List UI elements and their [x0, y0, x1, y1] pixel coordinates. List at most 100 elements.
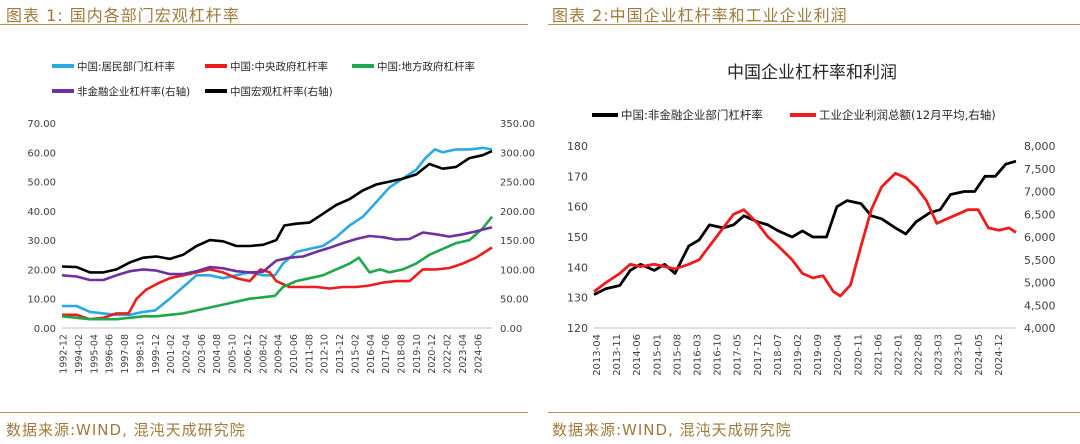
left-x-tick: 2023-04: [458, 334, 469, 374]
left-source-note: 数据来源:WIND, 混沌天成研究院: [6, 421, 246, 439]
right-x-tick: 2022-01: [893, 334, 904, 376]
right-x-tick: 2016-03: [693, 334, 704, 376]
left-x-tick: 2001-02: [166, 334, 177, 374]
right-source-note: 数据来源:WIND, 混沌天成研究院: [552, 421, 792, 439]
right-y-left-tick: 140: [567, 261, 588, 274]
left-series-line-0: [62, 146, 493, 317]
right-x-tick: 2019-02: [793, 334, 804, 376]
right-source-rule: [548, 412, 1080, 413]
right-x-tick: 2013-04: [592, 334, 603, 376]
left-series-line-4: [61, 149, 493, 274]
left-y-right-tick: 200.00: [500, 207, 535, 218]
right-y-right-tick: 4,500: [1024, 299, 1056, 312]
left-title-rule: [0, 24, 528, 25]
right-y-right-tick: 6,500: [1024, 208, 1056, 221]
right-series-line-1: [593, 171, 1017, 298]
left-legend-label: 中国:居民部门杠杆率: [77, 60, 175, 73]
right-y-right-tick: 7,000: [1024, 186, 1056, 199]
left-series-line-1: [62, 246, 493, 321]
left-x-tick: 2003-06: [197, 334, 208, 374]
right-y-right-tick: 6,000: [1024, 231, 1056, 244]
left-x-tick: 2004-08: [212, 334, 223, 374]
right-x-tick: 2023-10: [954, 334, 965, 376]
left-y-right-tick: 0.00: [500, 324, 522, 335]
right-x-tick: 2020-11: [853, 334, 864, 376]
left-y-left-tick: 10.00: [27, 295, 56, 306]
left-x-tick: 2009-04: [274, 334, 285, 374]
right-y-left-tick: 130: [567, 292, 588, 305]
right-y-left-tick: 170: [567, 170, 588, 183]
left-source-rule: [0, 412, 528, 413]
right-chart: 120 130 140 150 160 170 180 4,000 4,500 5,000 5,50…: [567, 63, 1056, 376]
left-y-left-tick: 40.00: [27, 207, 56, 218]
left-y-left-tick: 0.00: [34, 324, 56, 335]
right-y-right-tick: 4,000: [1024, 322, 1056, 335]
left-x-tick: 2018-08: [396, 334, 407, 374]
left-x-tick: 2006-12: [243, 334, 254, 374]
right-panel-title: 图表 2:中国企业杠杆率和工业企业利润: [552, 6, 848, 25]
right-y-left-tick: 120: [567, 322, 588, 335]
right-x-tick: 2017-12: [753, 334, 764, 376]
right-y-left-tick: 160: [567, 201, 588, 214]
left-y-right-tick: 150.00: [500, 236, 535, 247]
left-legend-label: 非金融企业杠杆率(右轴): [77, 85, 190, 98]
left-x-tick: 1999-12: [151, 334, 162, 374]
left-y-right-tick: 250.00: [500, 178, 535, 189]
left-x-tick: 2019-10: [412, 334, 423, 374]
right-y-left-tick: 150: [567, 231, 588, 244]
left-legend-label: 中国:中央政府杠杆率: [230, 60, 328, 73]
right-x-tick: 2015-08: [672, 334, 683, 376]
right-x-tick: 2018-07: [773, 334, 784, 376]
right-y-left-tick: 180: [567, 140, 588, 153]
left-x-tick: 1995-04: [89, 334, 100, 374]
left-x-tick: 2022-02: [443, 334, 454, 374]
left-y-right-tick: 300.00: [500, 148, 535, 159]
left-panel-title: 图表 1: 国内各部门宏观杠杆率: [6, 6, 240, 25]
right-y-right-tick: 5,500: [1024, 254, 1056, 267]
right-x-tick: 2017-05: [733, 334, 744, 376]
left-x-tick: 2008-02: [258, 334, 269, 374]
right-x-tick: 2024-12: [994, 334, 1005, 376]
right-x-tick: 2015-01: [652, 334, 663, 376]
left-y-left-tick: 30.00: [27, 236, 56, 247]
right-legend-label: 中国:非金融企业部门杠杆率: [621, 108, 763, 122]
left-chart: 0.00 10.00 20.00 30.00 40.00 50.00 60.00 70.00 0…: [27, 60, 535, 374]
left-x-tick: 2011-08: [304, 334, 315, 374]
left-x-tick: 1998-10: [135, 334, 146, 374]
right-x-tick: 2024-05: [974, 334, 985, 376]
left-x-tick: 2012-10: [320, 334, 331, 374]
left-x-tick: 1996-06: [105, 334, 116, 374]
left-x-tick: 2013-12: [335, 334, 346, 374]
right-legend-label: 工业企业利润总额(12月平均,右轴): [819, 108, 996, 122]
right-x-tick: 2014-06: [632, 334, 643, 376]
right-chart-title: 中国企业杠杆率和利润: [727, 63, 897, 83]
left-x-tick: 1994-02: [74, 334, 85, 374]
left-y-right-tick: 350.00: [500, 119, 535, 130]
left-y-left-tick: 50.00: [27, 178, 56, 189]
left-x-tick: 1992-12: [59, 334, 70, 374]
right-x-tick: 2022-08: [914, 334, 925, 376]
left-y-right-tick: 50.00: [500, 295, 529, 306]
left-x-tick: 2017-06: [381, 334, 392, 374]
left-series-line-2: [61, 215, 494, 321]
right-y-right-tick: 5,000: [1024, 277, 1056, 290]
left-y-left-tick: 20.00: [27, 265, 56, 276]
right-x-tick: 2013-11: [612, 334, 623, 376]
left-y-right-tick: 100.00: [500, 265, 535, 276]
left-y-left-tick: 60.00: [27, 148, 56, 159]
right-x-tick: 2021-06: [873, 334, 884, 376]
left-series-line-3: [61, 226, 493, 282]
left-x-tick: 2005-10: [228, 334, 239, 374]
left-legend-label: 中国宏观杠杆率(右轴): [230, 85, 333, 98]
left-x-tick: 2002-04: [181, 334, 192, 374]
left-x-tick: 2024-06: [473, 334, 484, 374]
right-x-tick: 2023-03: [934, 334, 945, 376]
right-y-right-tick: 7,500: [1024, 163, 1056, 176]
left-x-tick: 2010-06: [289, 334, 300, 374]
left-x-tick: 2020-12: [427, 334, 438, 374]
right-x-tick: 2020-04: [833, 334, 844, 376]
right-title-rule: [548, 24, 1080, 25]
right-x-tick: 2016-10: [713, 334, 724, 376]
left-legend-label: 中国:地方政府杠杆率: [377, 60, 475, 73]
